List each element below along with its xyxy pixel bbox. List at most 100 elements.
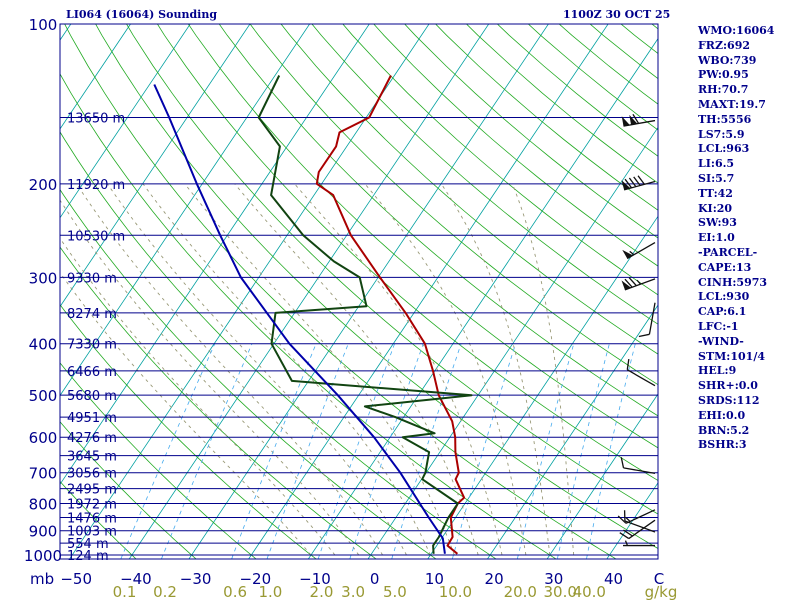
temperature-tick-label: −40 xyxy=(120,570,152,588)
height-label: 1476 m xyxy=(67,512,117,527)
pressure-tick-label: 400 xyxy=(29,336,58,354)
isotherm-line xyxy=(427,215,658,559)
mixing-ratio-tick-label: 10.0 xyxy=(439,583,472,600)
index-item: CAPE:13 xyxy=(698,260,752,274)
height-label: 2495 m xyxy=(67,483,117,498)
temperature-unit-label: C xyxy=(654,570,664,588)
wind-barb xyxy=(619,519,656,540)
mixing-ratio-line xyxy=(391,343,462,559)
height-label: 3645 m xyxy=(67,450,117,465)
mixing-ratio-grid xyxy=(120,343,636,559)
isotherm-line xyxy=(307,37,658,559)
height-labels: 13650 m 11920 m 10530 m 9330 m 8274 m 7330 m 6… xyxy=(67,112,125,564)
pressure-unit-label: mb xyxy=(30,570,54,588)
isotherm-line xyxy=(546,393,658,559)
index-item: SI:5.7 xyxy=(698,171,735,185)
height-label: 4951 m xyxy=(67,411,117,426)
valid-time: 1100Z 30 OCT 25 xyxy=(563,8,671,21)
index-item: EHI:0.0 xyxy=(698,408,746,422)
index-item: LCL:963 xyxy=(698,142,750,156)
mixing-ratio-line xyxy=(451,343,516,559)
plot-frame xyxy=(59,23,659,560)
index-item: -PARCEL- xyxy=(698,245,758,259)
pressure-tick-label: 200 xyxy=(29,176,58,194)
wind-barb xyxy=(617,509,656,524)
height-label: 124 m xyxy=(67,549,109,564)
mixing-ratio-tick-label: 2.0 xyxy=(310,583,334,600)
isotherm-grid xyxy=(60,24,658,559)
mixing-ratio-line xyxy=(160,343,253,559)
height-label: 9330 m xyxy=(67,271,117,286)
mixing-ratio-tick-label: 3.0 xyxy=(341,583,365,600)
mixing-ratio-line xyxy=(317,343,395,559)
temperature-tick-label: −10 xyxy=(299,570,331,588)
pressure-tick-label: 300 xyxy=(29,269,58,287)
index-item: CINH:5973 xyxy=(698,275,768,289)
stability-index-panel: WMO:16064 FRZ:692 WBO:739 PW:0.95 RH:70.7 MAX… xyxy=(698,24,800,453)
index-item: SW:93 xyxy=(698,216,737,230)
temperature-tick-label: 10 xyxy=(425,570,444,588)
index-item: STM:101/4 xyxy=(698,349,765,363)
isotherm-line xyxy=(60,24,251,308)
height-label: 11920 m xyxy=(67,178,125,193)
height-label: 5680 m xyxy=(67,389,117,404)
index-item: WBO:739 xyxy=(698,53,757,67)
parcel-profile-line xyxy=(153,84,446,554)
index-item: RH:70.7 xyxy=(698,83,749,97)
temperature-tick-label: 40 xyxy=(604,570,623,588)
index-item: CAP:6.1 xyxy=(698,305,747,319)
dewpoint-profile-line xyxy=(257,75,473,554)
height-label: 554 m xyxy=(67,537,109,552)
dry-adiabat-line xyxy=(60,362,257,559)
wind-barb xyxy=(621,175,656,191)
axis-labels: 0.1 0.2 0.6 1.0 2.0 3.0 5.0 10.0 20.0 30.040.0 g/k… xyxy=(24,16,677,600)
dry-adiabat-line xyxy=(60,304,317,559)
height-label: 13650 m xyxy=(67,112,125,127)
pressure-tick-label: 500 xyxy=(29,387,58,405)
isotherm-line xyxy=(486,304,658,559)
wind-barb xyxy=(621,277,656,291)
index-item: BSHR:3 xyxy=(698,438,747,452)
isotherm-line xyxy=(60,24,370,486)
isotherm-line xyxy=(188,24,549,559)
index-item: FRZ:692 xyxy=(698,38,751,52)
index-item: -WIND- xyxy=(698,334,744,348)
dry-adiabat-line xyxy=(60,246,377,559)
index-item: LCL:930 xyxy=(698,290,750,304)
wind-barb xyxy=(623,540,655,547)
mixing-ratio-tick-label: 0.1 xyxy=(113,583,137,600)
dry-adiabat-grid xyxy=(60,24,658,559)
index-item: LFC:-1 xyxy=(698,319,739,333)
temperature-tick-label: −50 xyxy=(60,570,92,588)
moist-adiabat-line xyxy=(364,183,527,556)
isotherm-line xyxy=(60,24,132,130)
index-item: BRN:5.2 xyxy=(698,423,750,437)
height-label: 7330 m xyxy=(67,338,117,353)
isotherm-line xyxy=(60,24,191,219)
temperature-tick-label: −30 xyxy=(180,570,212,588)
mixing-ratio-line xyxy=(516,343,575,559)
temperature-tick-label: 30 xyxy=(544,570,563,588)
index-item: HEL:9 xyxy=(698,364,737,378)
mixing-ratio-tick-label: 1.0 xyxy=(259,583,283,600)
wind-barb xyxy=(623,510,656,533)
mixing-ratio-unit-label: g/kg xyxy=(645,583,678,600)
isotherm-line xyxy=(128,24,490,559)
index-item: KI:20 xyxy=(698,201,733,215)
isobar-grid xyxy=(60,24,658,556)
index-item: TH:5556 xyxy=(698,112,752,126)
wind-barb xyxy=(626,358,656,387)
index-item: SHR+:0.0 xyxy=(698,379,758,393)
wind-barb xyxy=(620,457,656,475)
mixing-ratio-tick-label: 30.0 xyxy=(543,583,576,600)
index-item: LI:6.5 xyxy=(698,157,735,171)
height-label: 8274 m xyxy=(67,307,117,322)
dry-adiabat-line xyxy=(60,421,197,559)
chart-title: LI064 (16064) Sounding xyxy=(66,8,218,21)
index-item: WMO:16064 xyxy=(698,24,775,37)
moist-adiabat-line xyxy=(184,183,455,556)
mixing-ratio-line xyxy=(120,343,216,559)
wind-barbs xyxy=(617,113,656,547)
mixing-ratio-line xyxy=(231,343,317,559)
